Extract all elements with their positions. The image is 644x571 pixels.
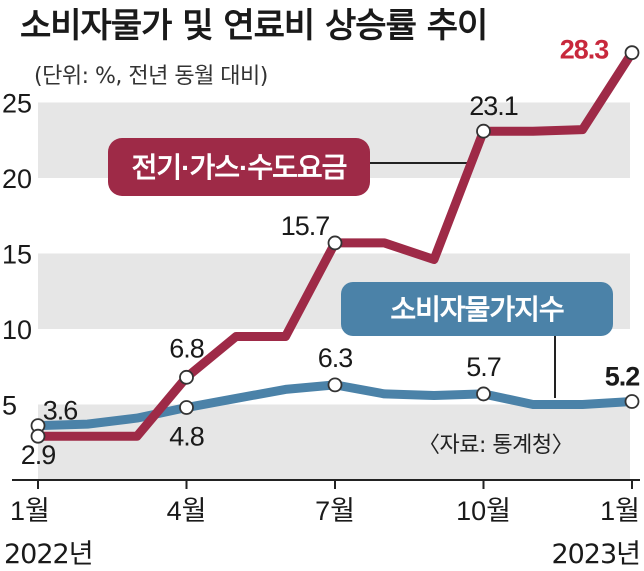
data-label-utility-9: 23.1 [469,91,518,121]
y-tick-label-20: 20 [2,164,32,194]
x-tick-label-2: 7월 [315,496,355,526]
data-label-utility-0: 2.9 [21,440,56,470]
data-point-utility-6 [327,235,343,251]
x-tick-label-4: 1월 [600,496,640,526]
data-label-cpi-0: 3.6 [43,396,78,426]
data-label-cpi-3: 4.8 [169,422,204,452]
year-label-start: 2022년 [4,539,94,570]
y-tick-label-5: 5 [2,391,17,421]
data-label-utility-12: 28.3 [560,35,610,65]
data-point-cpi-6 [327,377,343,393]
y-tick-label-25: 25 [2,89,32,119]
legend-pill-cpi [341,282,613,336]
chart-title: 소비자물가 및 연료비 상승률 추이 [20,6,488,46]
legend-pill-utility [108,138,370,196]
data-point-cpi-9 [476,386,491,402]
data-point-utility-0 [30,428,46,444]
data-label-cpi-9: 5.7 [466,352,501,382]
x-tick-label-3: 10월 [456,496,511,526]
year-label-end: 2023년 [551,539,641,570]
source-note: 〈자료: 통계청〉 [418,433,574,458]
data-label-utility-6: 15.7 [281,211,330,241]
legend-label-cpi: 소비자물가지수 [390,294,564,325]
data-point-cpi-3 [179,400,194,415]
chart-subtitle: (단위: %, 전년 동월 대비) [34,64,268,89]
data-point-utility-12 [624,45,640,61]
data-point-utility-9 [476,123,491,139]
x-tick-label-0: 1월 [10,496,50,526]
legend-label-utility: 전기·가스·수도요금 [132,152,347,183]
data-label-utility-3: 6.8 [169,333,204,363]
data-point-utility-3 [179,369,194,385]
x-tick-label-1: 4월 [167,496,207,526]
data-label-cpi-6: 6.3 [318,343,353,373]
data-label-cpi-12: 5.2 [605,361,640,391]
y-tick-label-15: 15 [2,240,32,270]
data-point-cpi-12 [624,394,640,409]
y-tick-label-10: 10 [2,315,32,345]
